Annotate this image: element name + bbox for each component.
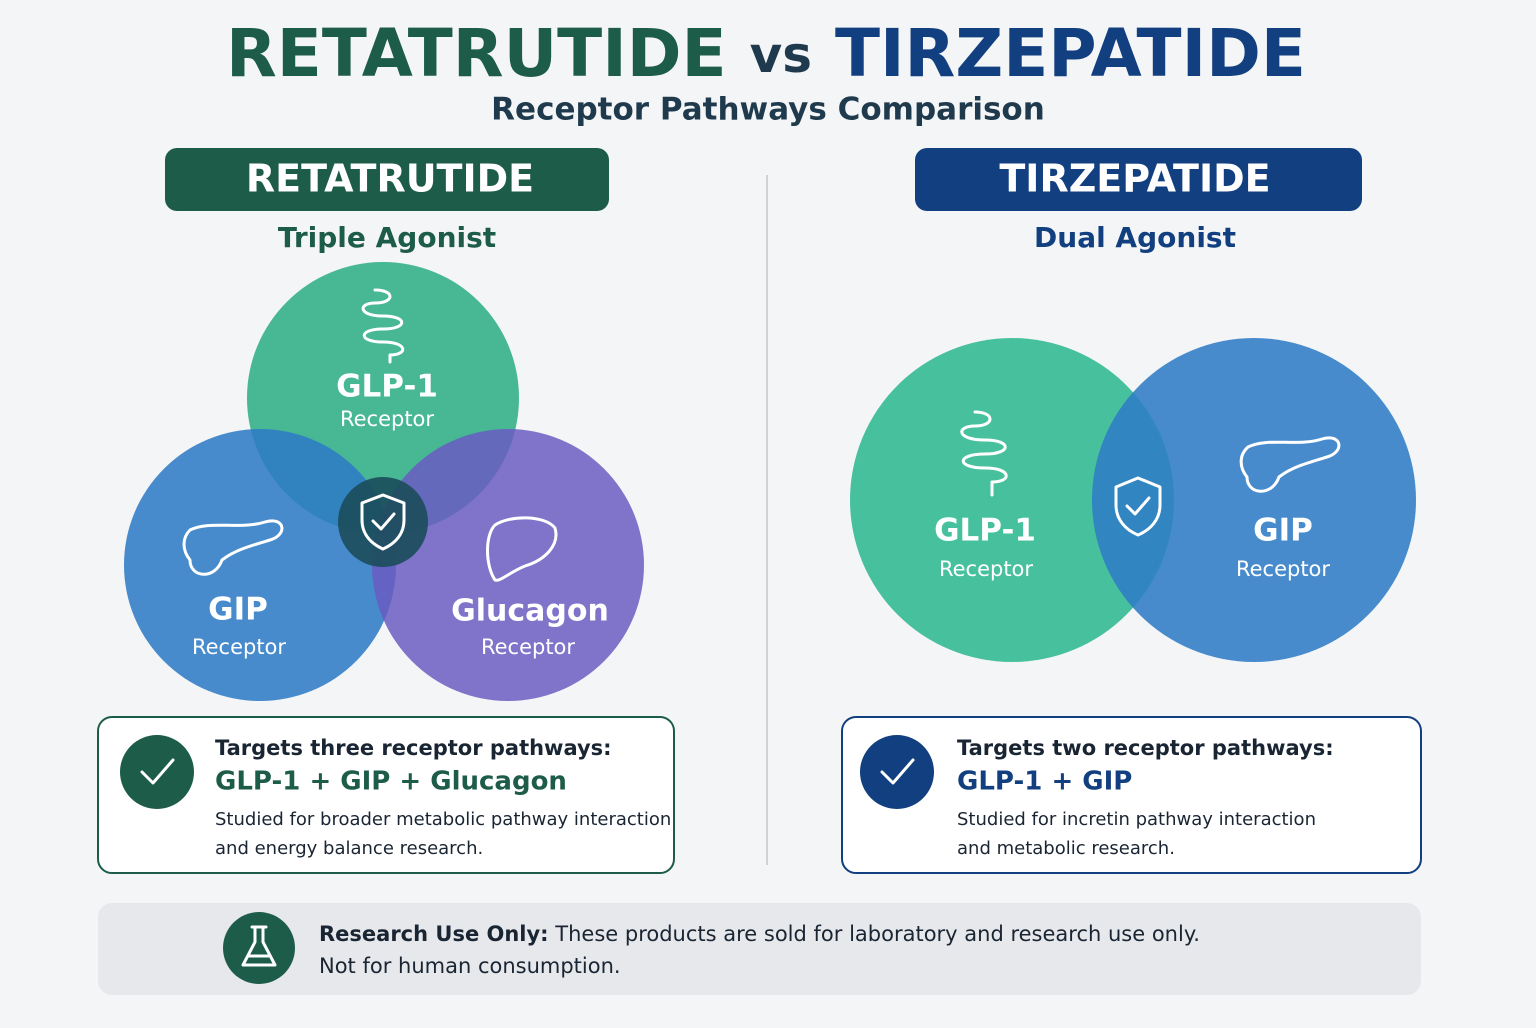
receptor-sublabel: Receptor (1236, 557, 1330, 581)
pancreas-icon (182, 519, 284, 576)
receptor-sublabel: Receptor (939, 557, 1033, 581)
receptor-label: GIP (208, 592, 268, 628)
receptor-sublabel: Receptor (192, 635, 286, 659)
title-vs: vs (750, 26, 812, 84)
shield-icon (360, 493, 406, 551)
summary-description: and energy balance research. (215, 838, 483, 859)
center-badge (338, 477, 428, 567)
summary-box (841, 716, 1422, 874)
summary-targets: GLP-1 + GIP + Glucagon (215, 767, 567, 797)
title-left: RETATRUTIDE (226, 15, 727, 92)
summary-heading: Targets two receptor pathways: (957, 736, 1334, 760)
check-icon (880, 758, 915, 785)
flask-icon (241, 925, 277, 967)
venn-circle (850, 338, 1174, 662)
liver-icon (486, 516, 558, 582)
pancreas-icon (1239, 436, 1341, 493)
panel-name: RETATRUTIDE (246, 157, 534, 201)
receptor-sublabel: Receptor (481, 635, 575, 659)
summary-heading: Targets three receptor pathways: (215, 736, 612, 760)
summary-description: Studied for broader metabolic pathway in… (215, 809, 671, 830)
footer-line: Research Use Only: These products are so… (319, 922, 1200, 946)
shield-icon (1114, 476, 1162, 537)
panel-subtitle: Triple Agonist (278, 221, 496, 254)
panel-pill (915, 148, 1362, 211)
title: RETATRUTIDE vs TIRZEPATIDE (226, 15, 1306, 92)
title-right: TIRZEPATIDE (835, 15, 1306, 92)
footer-label: Research Use Only: (319, 922, 549, 946)
check-badge (120, 735, 194, 809)
venn-circle (124, 429, 396, 701)
check-badge (860, 735, 934, 809)
venn-circle (372, 429, 644, 701)
footer-text: These products are sold for laboratory a… (554, 922, 1200, 946)
panel-pill (165, 148, 609, 211)
receptor-label: Glucagon (451, 594, 609, 629)
summary-targets: GLP-1 + GIP (957, 767, 1132, 797)
receptor-label: GLP-1 (336, 369, 438, 405)
summary-description: and metabolic research. (957, 838, 1175, 859)
check-icon (140, 758, 175, 785)
panel-name: TIRZEPATIDE (999, 157, 1270, 201)
intestine-icon (361, 288, 405, 364)
footer-text: Not for human consumption. (319, 954, 621, 978)
subtitle: Receptor Pathways Comparison (491, 92, 1045, 128)
panel-subtitle: Dual Agonist (1034, 221, 1236, 254)
receptor-label: GLP-1 (934, 513, 1036, 549)
summary-box (97, 716, 675, 874)
intestine-icon (960, 410, 1008, 497)
receptor-sublabel: Receptor (340, 407, 434, 431)
venn-circle (1092, 338, 1416, 662)
receptor-label: GIP (1253, 513, 1313, 549)
flask-badge (223, 912, 295, 984)
summary-description: Studied for incretin pathway interaction (957, 809, 1316, 830)
footer-bar (98, 903, 1421, 995)
